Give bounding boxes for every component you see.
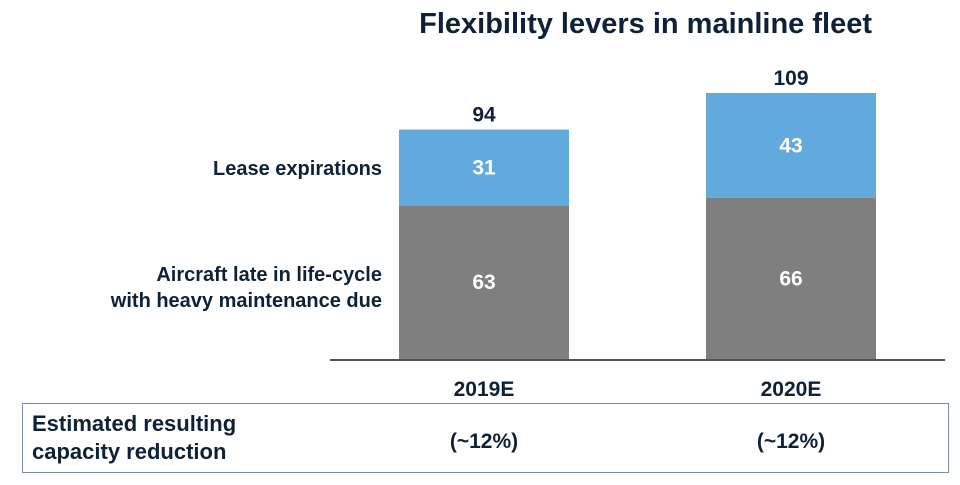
capacity-reduction-box [22,403,949,473]
data-label-aircraft-2019e: 63 [472,271,495,294]
total-label-2020e: 109 [773,67,808,90]
legend-aircraft-line2: with heavy maintenance due [110,290,382,312]
capacity-reduction-value-2020e: (~12%) [756,430,826,453]
legend-aircraft-line1: Aircraft late in life-cycle [156,264,382,286]
bar-segment-aircraft-2020e [706,197,876,359]
legend-lease-expirations: Lease expirations [213,156,382,182]
capacity-reduction-value-2019e: (~12%) [449,430,519,453]
total-label-2019e: 94 [472,104,496,127]
data-label-lease-2020e: 43 [779,134,802,157]
data-label-aircraft-2020e: 66 [779,267,802,290]
capacity-reduction-label-line1: Estimated resulting [32,411,237,436]
legend-aircraft-late-life-cycle: Aircraft late in life-cycle with heavy m… [111,262,382,314]
legend-lease-text: Lease expirations [213,158,382,180]
bar-segment-aircraft-2019e [399,205,569,359]
bar-segment-lease-2019e [399,129,569,206]
category-label-2020e: 2020E [760,378,822,401]
capacity-reduction-label: Estimated resulting capacity reduction [32,410,332,466]
chart-title: Flexibility levers in mainline fleet [419,8,872,40]
data-label-lease-2019e: 31 [472,156,496,179]
bar-segment-lease-2020e [706,93,876,198]
capacity-reduction-label-line2: capacity reduction [32,439,227,464]
category-label-2019e: 2019E [453,378,515,401]
